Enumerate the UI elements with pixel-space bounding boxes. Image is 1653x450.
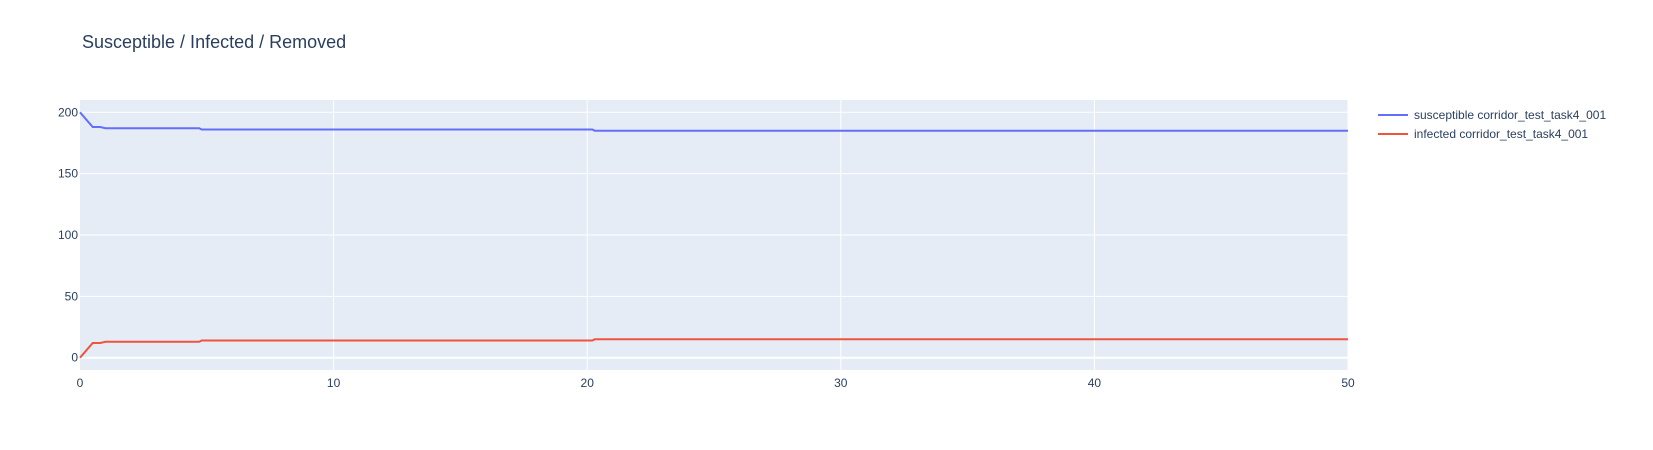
legend-label: susceptible corridor_test_task4_001 bbox=[1414, 107, 1607, 122]
x-tick-label: 20 bbox=[581, 376, 595, 390]
x-tick-label: 40 bbox=[1088, 376, 1102, 390]
series-group bbox=[79, 111, 1348, 359]
legend-item-infected[interactable]: infected corridor_test_task4_001 bbox=[1378, 124, 1606, 143]
grid bbox=[80, 100, 1349, 370]
legend-swatch bbox=[1378, 132, 1408, 135]
y-tick-label: 200 bbox=[58, 105, 78, 119]
y-tick-label: 100 bbox=[58, 228, 78, 242]
x-tick-label: 10 bbox=[327, 376, 341, 390]
chart-title: Susceptible / Infected / Removed bbox=[82, 32, 347, 52]
y-tick-label: 150 bbox=[58, 167, 78, 181]
legend-item-susceptible[interactable]: susceptible corridor_test_task4_001 bbox=[1378, 105, 1606, 124]
y-axis: 0 50 100 150 200 bbox=[58, 105, 78, 364]
series-line-1 bbox=[79, 338, 1348, 359]
y-tick-label: 0 bbox=[71, 351, 78, 365]
x-tick-label: 30 bbox=[834, 376, 848, 390]
x-axis: 0 10 20 30 40 50 bbox=[77, 376, 1355, 390]
legend-label: infected corridor_test_task4_001 bbox=[1414, 126, 1589, 141]
series-line-0 bbox=[79, 111, 1348, 132]
legend-swatch bbox=[1378, 113, 1408, 116]
x-tick-label: 0 bbox=[77, 376, 84, 390]
legend: susceptible corridor_test_task4_001 infe… bbox=[1378, 105, 1606, 143]
y-tick-label: 50 bbox=[65, 289, 79, 303]
x-tick-label: 50 bbox=[1341, 376, 1355, 390]
